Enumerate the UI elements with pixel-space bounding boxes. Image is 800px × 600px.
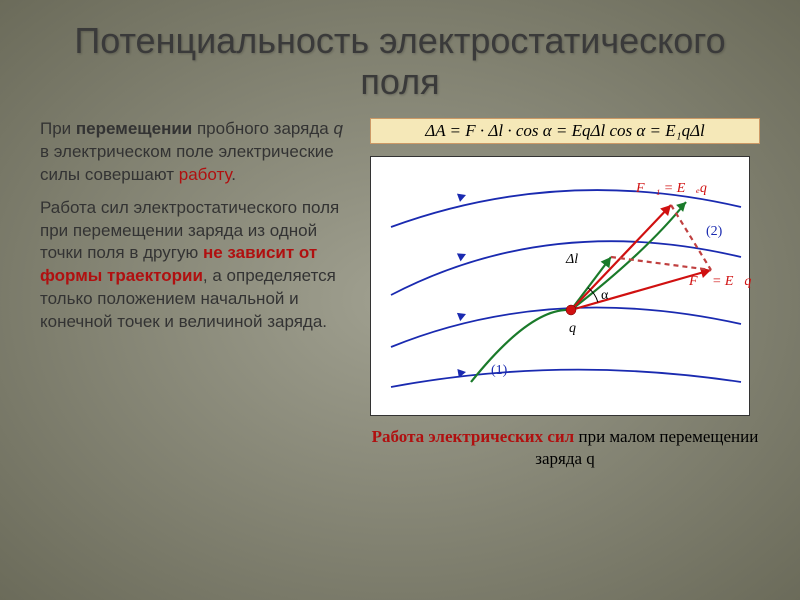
- p1-t3: пробного заряда: [192, 119, 333, 138]
- page-title: Потенциальность электростатического поля: [40, 20, 760, 103]
- svg-text:F⃗₁ = E⃗ₑq: F⃗₁ = E⃗ₑq: [635, 181, 707, 196]
- p1-t6: работу: [179, 165, 232, 184]
- diagram: F⃗₁ = E⃗ₑq F⃗ = E⃗q Δl⃗ α q (1) (2): [370, 156, 750, 416]
- svg-text:F⃗ = E⃗q: F⃗ = E⃗q: [688, 274, 751, 289]
- svg-text:Δl⃗: Δl⃗: [565, 252, 589, 267]
- paragraph-2: Работа сил электростатического поля при …: [40, 197, 355, 335]
- caption: Работа электрических сил при малом перем…: [370, 426, 760, 470]
- cap-t1: Работа электрических сил: [372, 427, 575, 446]
- svg-text:(2): (2): [706, 224, 723, 239]
- svg-text:(1): (1): [491, 363, 508, 378]
- left-text: При перемещении пробного заряда q в элек…: [40, 118, 355, 470]
- formula-box: ΔA = F · Δl · cos α = EqΔl cos α = E₁qΔl: [370, 118, 760, 144]
- paragraph-1: При перемещении пробного заряда q в элек…: [40, 118, 355, 187]
- svg-text:α: α: [601, 288, 609, 303]
- p1-t2: перемещении: [76, 119, 192, 138]
- right-col: ΔA = F · Δl · cos α = EqΔl cos α = E₁qΔl…: [370, 118, 760, 470]
- svg-text:q: q: [569, 321, 576, 336]
- content-row: При перемещении пробного заряда q в элек…: [40, 118, 760, 470]
- p1-t1: При: [40, 119, 76, 138]
- p1-t4: q: [334, 119, 343, 138]
- p1-t7: .: [231, 165, 236, 184]
